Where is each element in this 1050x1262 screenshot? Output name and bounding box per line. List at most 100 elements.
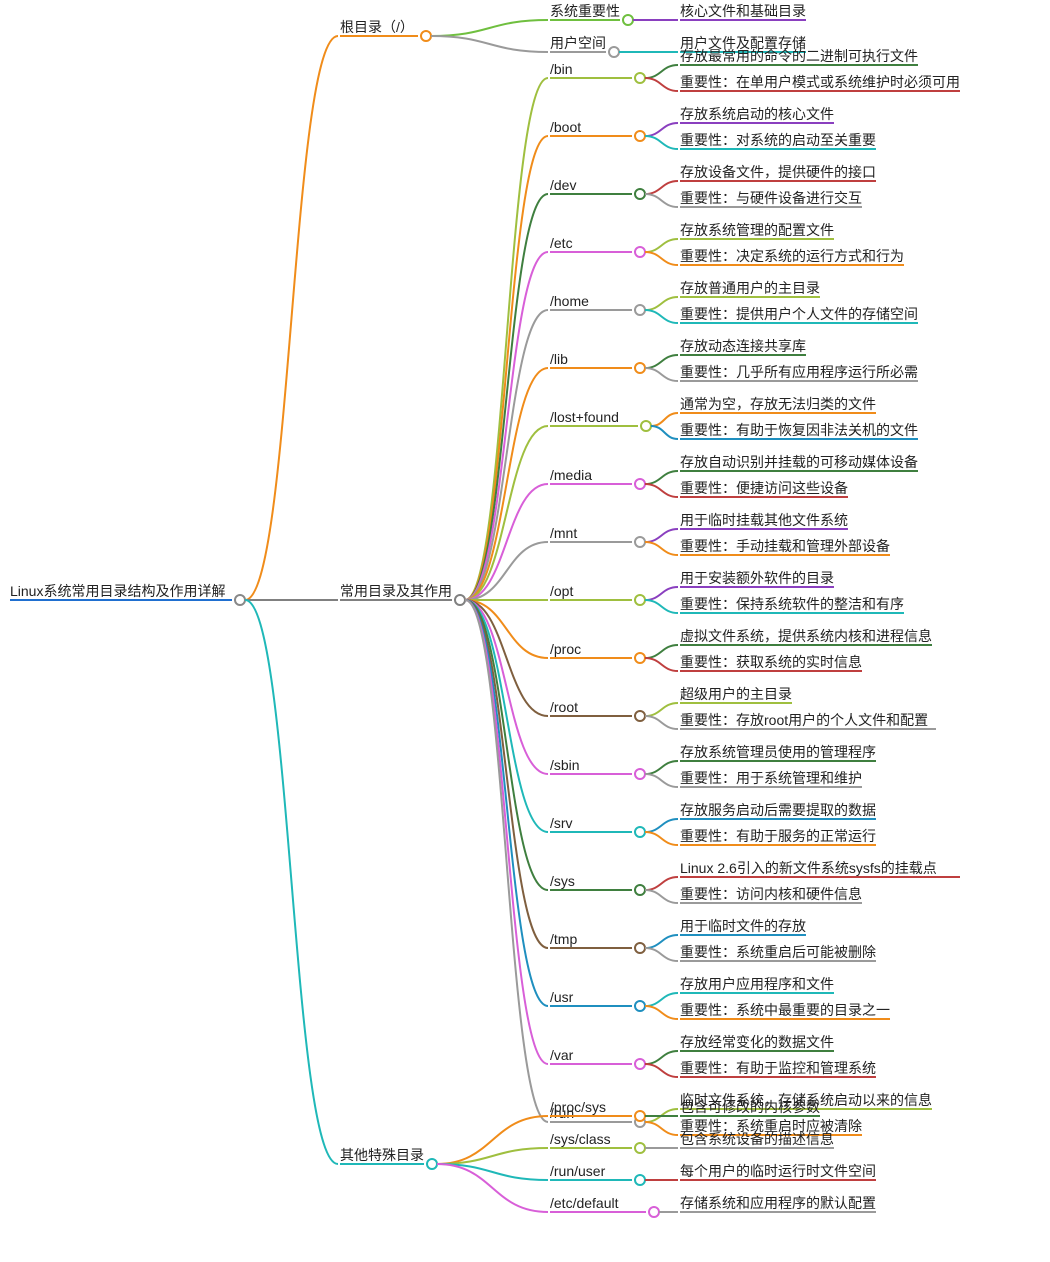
child-b2-1-node <box>635 1143 645 1153</box>
edge-b1-c17-l0 <box>645 1051 678 1064</box>
edge-b0-c1 <box>431 36 548 52</box>
child-b1-17-label: /var <box>550 1047 574 1063</box>
leaf-b1-13-0-label: 存放服务启动后需要提取的数据 <box>680 802 876 818</box>
branch-b2-label: 其他特殊目录 <box>340 1147 424 1163</box>
child-b2-0-node <box>635 1111 645 1121</box>
edge-b1-c8-l1 <box>645 542 678 555</box>
root-label: Linux系统常用目录结构及作用详解 <box>10 583 225 599</box>
edge-root-b2 <box>245 600 338 1164</box>
child-b1-15-label: /tmp <box>550 931 577 947</box>
leaf-b1-17-0-label: 存放经常变化的数据文件 <box>680 1034 834 1050</box>
branch-b2-node <box>427 1159 437 1169</box>
child-b1-10-label: /proc <box>550 641 581 657</box>
leaf-b2-1-0-label: 包含系统设备的描述信息 <box>680 1131 834 1147</box>
leaf-b1-6-1-label: 重要性：有助于恢复因非法关机的文件 <box>680 422 918 438</box>
edge-b1-c9-l1 <box>645 600 678 613</box>
child-b1-6-label: /lost+found <box>550 409 619 425</box>
edge-b1-c13-l1 <box>645 832 678 845</box>
edge-b1-c15-l0 <box>645 935 678 948</box>
child-b1-5-node <box>635 363 645 373</box>
child-b1-16-label: /usr <box>550 989 574 1005</box>
leaf-b1-11-0-label: 超级用户的主目录 <box>680 686 792 702</box>
leaf-b1-13-1-label: 重要性：有助于服务的正常运行 <box>680 828 876 844</box>
child-b1-2-label: /dev <box>550 177 576 193</box>
edge-b1-c10-l0 <box>645 645 678 658</box>
edge-b1-c7-l1 <box>645 484 678 497</box>
edge-b1-c6-l1 <box>651 426 678 439</box>
leaf-b2-0-0-label: 包含可修改的内核参数 <box>680 1099 820 1115</box>
leaf-b1-2-1-label: 重要性：与硬件设备进行交互 <box>680 190 862 206</box>
leaf-b1-12-1-label: 重要性：用于系统管理和维护 <box>680 770 862 786</box>
child-b1-13-label: /srv <box>550 815 573 831</box>
edge-b1-c13-l0 <box>645 819 678 832</box>
leaf-b1-16-0-label: 存放用户应用程序和文件 <box>680 976 834 992</box>
edge-b1-c11-l0 <box>645 703 678 716</box>
child-b1-7-label: /media <box>550 467 592 483</box>
child-b1-9-node <box>635 595 645 605</box>
edge-b1-c6-l0 <box>651 413 678 426</box>
child-b2-2-label: /run/user <box>550 1163 606 1179</box>
branch-b0-label: 根目录（/） <box>340 19 414 35</box>
leaf-b1-9-0-label: 用于安装额外软件的目录 <box>680 570 834 586</box>
leaf-b1-7-1-label: 重要性：便捷访问这些设备 <box>680 480 848 496</box>
edge-b1-c2-l1 <box>645 194 678 207</box>
child-b0-1-node <box>609 47 619 57</box>
branch-b1-label: 常用目录及其作用 <box>340 583 452 599</box>
child-b1-3-label: /etc <box>550 235 573 251</box>
leaf-b1-11-1-label: 重要性：存放root用户的个人文件和配置 <box>680 712 928 728</box>
branch-b0-node <box>421 31 431 41</box>
child-b1-10-node <box>635 653 645 663</box>
edge-b1-c4 <box>465 310 548 600</box>
child-b0-1-label: 用户空间 <box>550 35 606 51</box>
edge-b1-c10-l1 <box>645 658 678 671</box>
edge-b1-c1 <box>465 136 548 600</box>
leaf-b1-16-1-label: 重要性：系统中最重要的目录之一 <box>680 1002 890 1018</box>
child-b1-0-node <box>635 73 645 83</box>
leaf-b1-0-0-label: 存放最常用的命令的二进制可执行文件 <box>680 48 918 64</box>
edge-root-b0 <box>245 36 338 600</box>
leaf-b1-10-0-label: 虚拟文件系统，提供系统内核和进程信息 <box>680 628 932 644</box>
edge-b1-c0-l1 <box>645 78 678 91</box>
leaf-b1-15-0-label: 用于临时文件的存放 <box>680 918 806 934</box>
edge-b1-c15 <box>465 600 548 948</box>
child-b1-13-node <box>635 827 645 837</box>
child-b1-15-node <box>635 943 645 953</box>
child-b1-4-node <box>635 305 645 315</box>
edge-b1-c2-l0 <box>645 181 678 194</box>
child-b2-2-node <box>635 1175 645 1185</box>
child-b2-1-label: /sys/class <box>550 1131 611 1147</box>
child-b1-14-label: /sys <box>550 873 575 889</box>
leaf-b1-4-1-label: 重要性：提供用户个人文件的存储空间 <box>680 306 918 322</box>
leaf-b2-2-0-label: 每个用户的临时运行时文件空间 <box>680 1163 876 1179</box>
child-b0-0-label: 系统重要性 <box>550 3 620 19</box>
child-b1-8-label: /mnt <box>550 525 577 541</box>
child-b0-0-node <box>623 15 633 25</box>
child-b2-0-label: /proc/sys <box>550 1099 606 1115</box>
leaf-b1-6-0-label: 通常为空，存放无法归类的文件 <box>680 396 876 412</box>
leaf-b1-5-0-label: 存放动态连接共享库 <box>680 338 806 354</box>
child-b2-3-label: /etc/default <box>550 1195 619 1211</box>
edge-b1-c17-l1 <box>645 1064 678 1077</box>
leaf-b1-3-0-label: 存放系统管理的配置文件 <box>680 222 834 238</box>
leaf-b1-5-1-label: 重要性：几乎所有应用程序运行所必需 <box>680 364 918 380</box>
child-b1-9-label: /opt <box>550 583 573 599</box>
leaf-b0-0-0-label: 核心文件和基础目录 <box>680 3 806 19</box>
leaf-b1-3-1-label: 重要性：决定系统的运行方式和行为 <box>680 248 904 264</box>
root-node <box>235 595 245 605</box>
edge-b1-c9-l0 <box>645 587 678 600</box>
edge-b1-c5-l1 <box>645 368 678 381</box>
leaf-b1-8-0-label: 用于临时挂载其他文件系统 <box>680 512 848 528</box>
edge-b1-c18 <box>465 600 548 1122</box>
child-b1-0-label: /bin <box>550 61 573 77</box>
leaf-b2-3-0-label: 存储系统和应用程序的默认配置 <box>680 1195 876 1211</box>
edge-b1-c12-l0 <box>645 761 678 774</box>
leaf-b1-9-1-label: 重要性：保持系统软件的整洁和有序 <box>680 596 904 612</box>
child-b1-5-label: /lib <box>550 351 568 367</box>
leaf-b1-10-1-label: 重要性：获取系统的实时信息 <box>680 654 862 670</box>
edge-b1-c14-l0 <box>645 877 678 890</box>
child-b1-4-label: /home <box>550 293 589 309</box>
edge-b1-c8-l0 <box>645 529 678 542</box>
leaf-b1-0-1-label: 重要性：在单用户模式或系统维护时必须可用 <box>680 74 960 90</box>
child-b1-6-node <box>641 421 651 431</box>
edge-b1-c15-l1 <box>645 948 678 961</box>
